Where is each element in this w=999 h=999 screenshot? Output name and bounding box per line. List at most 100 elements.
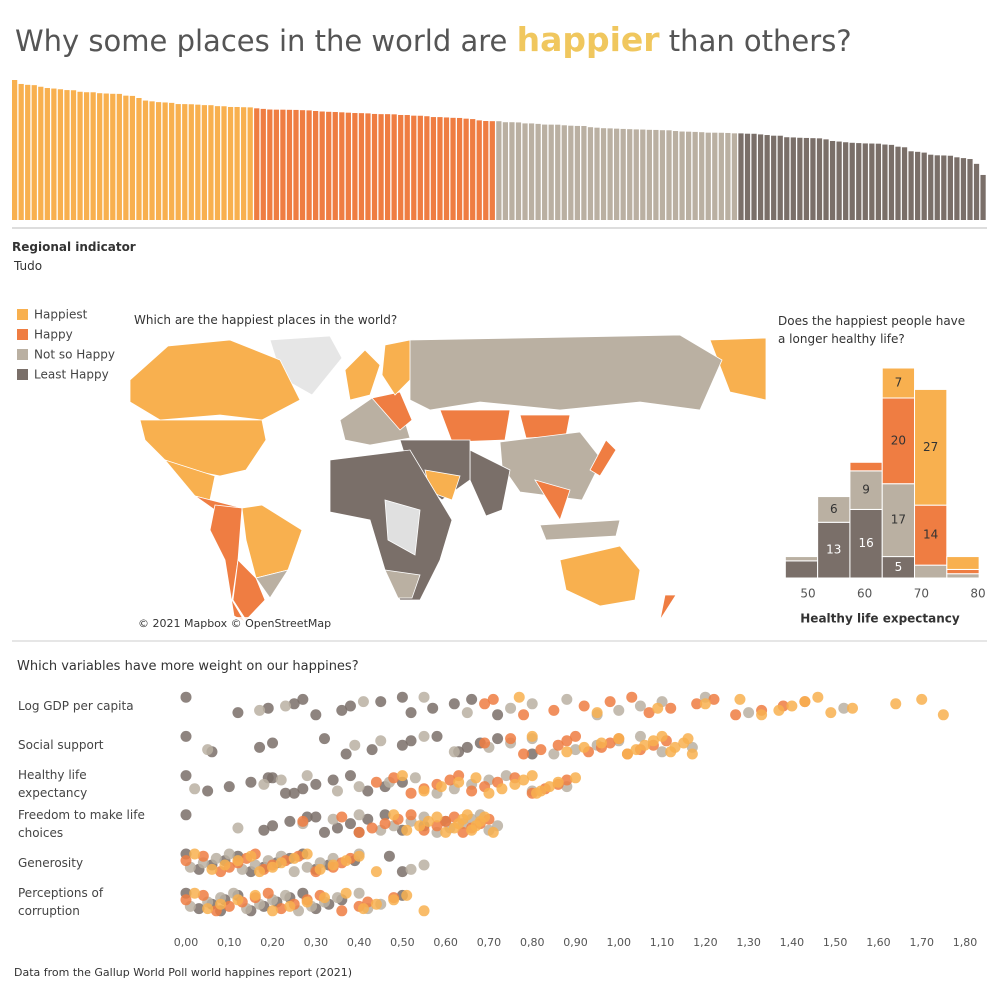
- bar: [731, 133, 738, 220]
- data-point: [604, 737, 616, 749]
- filter-value[interactable]: Tudo: [14, 259, 43, 273]
- data-point: [457, 826, 469, 838]
- bar: [659, 130, 666, 220]
- data-point: [301, 770, 313, 782]
- x-tick-label: 0,40: [347, 936, 372, 949]
- bar: [326, 111, 332, 220]
- data-point: [318, 826, 330, 838]
- data-point: [487, 826, 499, 838]
- bar: [116, 93, 122, 220]
- data-point: [578, 741, 590, 753]
- data-point: [310, 811, 322, 823]
- bar: [679, 131, 685, 220]
- bar: [371, 113, 378, 220]
- bar: [129, 95, 136, 220]
- data-point: [552, 776, 564, 788]
- bar: [18, 83, 24, 220]
- data-point: [492, 733, 504, 745]
- data-point: [405, 787, 417, 799]
- data-point: [297, 783, 309, 795]
- data-point: [405, 735, 417, 747]
- legend-swatch: [17, 329, 28, 340]
- bar: [378, 114, 384, 220]
- data-point: [349, 739, 361, 751]
- data-point: [258, 824, 270, 836]
- data-point: [340, 887, 352, 899]
- data-point: [297, 815, 309, 827]
- bar: [509, 122, 515, 220]
- title-text: Why some places in the world are: [15, 24, 517, 58]
- data-label: 20: [891, 433, 906, 447]
- data-point: [526, 730, 538, 742]
- data-point: [613, 704, 625, 716]
- bar: [587, 127, 594, 220]
- bar: [149, 101, 155, 220]
- data-point: [396, 739, 408, 751]
- bar: [352, 113, 358, 220]
- data-point: [444, 774, 456, 786]
- bar: [398, 114, 404, 220]
- bar: [771, 135, 777, 220]
- bar: [836, 141, 842, 220]
- data-point: [180, 730, 192, 742]
- data-point: [479, 698, 491, 710]
- bar: [83, 92, 90, 220]
- bar: [175, 104, 181, 220]
- bar: [496, 121, 502, 220]
- data-point: [336, 811, 348, 823]
- x-tick-label: 70: [914, 587, 929, 601]
- bar: [633, 129, 639, 220]
- bar: [502, 122, 509, 220]
- data-point: [219, 859, 231, 871]
- bar: [136, 97, 142, 220]
- x-tick-label: 80: [970, 587, 985, 601]
- bar: [594, 127, 600, 220]
- data-point: [479, 737, 491, 749]
- data-point: [262, 702, 274, 714]
- data-label: 5: [895, 560, 903, 574]
- data-point: [232, 707, 244, 719]
- data-point: [405, 863, 417, 875]
- bar: [515, 122, 522, 220]
- data-point: [340, 748, 352, 760]
- data-point: [652, 702, 664, 714]
- x-tick-label: 0,60: [433, 936, 458, 949]
- bar: [757, 134, 764, 220]
- histogram-segment: [784, 560, 819, 579]
- data-point: [773, 704, 785, 716]
- data-point: [223, 848, 235, 860]
- data-point: [331, 892, 343, 904]
- data-point: [595, 737, 607, 749]
- histogram-segment: [817, 496, 851, 523]
- data-point: [691, 698, 703, 710]
- bar: [404, 115, 410, 220]
- data-point: [189, 887, 201, 899]
- data-point: [630, 744, 642, 756]
- bar: [254, 108, 260, 220]
- data-point: [561, 735, 573, 747]
- data-point: [570, 772, 581, 784]
- legend-label: Happy: [34, 328, 73, 342]
- data-point: [669, 741, 681, 753]
- data-point: [318, 733, 330, 745]
- data-point: [223, 900, 235, 912]
- bar: [188, 104, 194, 220]
- bar: [313, 110, 319, 220]
- bar: [345, 112, 351, 220]
- bar: [339, 112, 345, 220]
- bar: [666, 130, 672, 220]
- data-point: [388, 894, 400, 906]
- data-point: [327, 859, 339, 871]
- histogram-segment: [914, 388, 948, 506]
- map-attribution: © 2021 Mapbox © OpenStreetMap: [138, 617, 332, 630]
- data-point: [288, 866, 300, 878]
- data-point: [202, 744, 214, 756]
- bar: [443, 117, 450, 220]
- x-tick-label: 0,90: [563, 936, 588, 949]
- data-point: [656, 730, 668, 742]
- data-point: [366, 822, 378, 834]
- data-point: [431, 820, 443, 832]
- data-point: [626, 691, 638, 703]
- bar: [470, 119, 476, 220]
- data-point: [656, 746, 668, 758]
